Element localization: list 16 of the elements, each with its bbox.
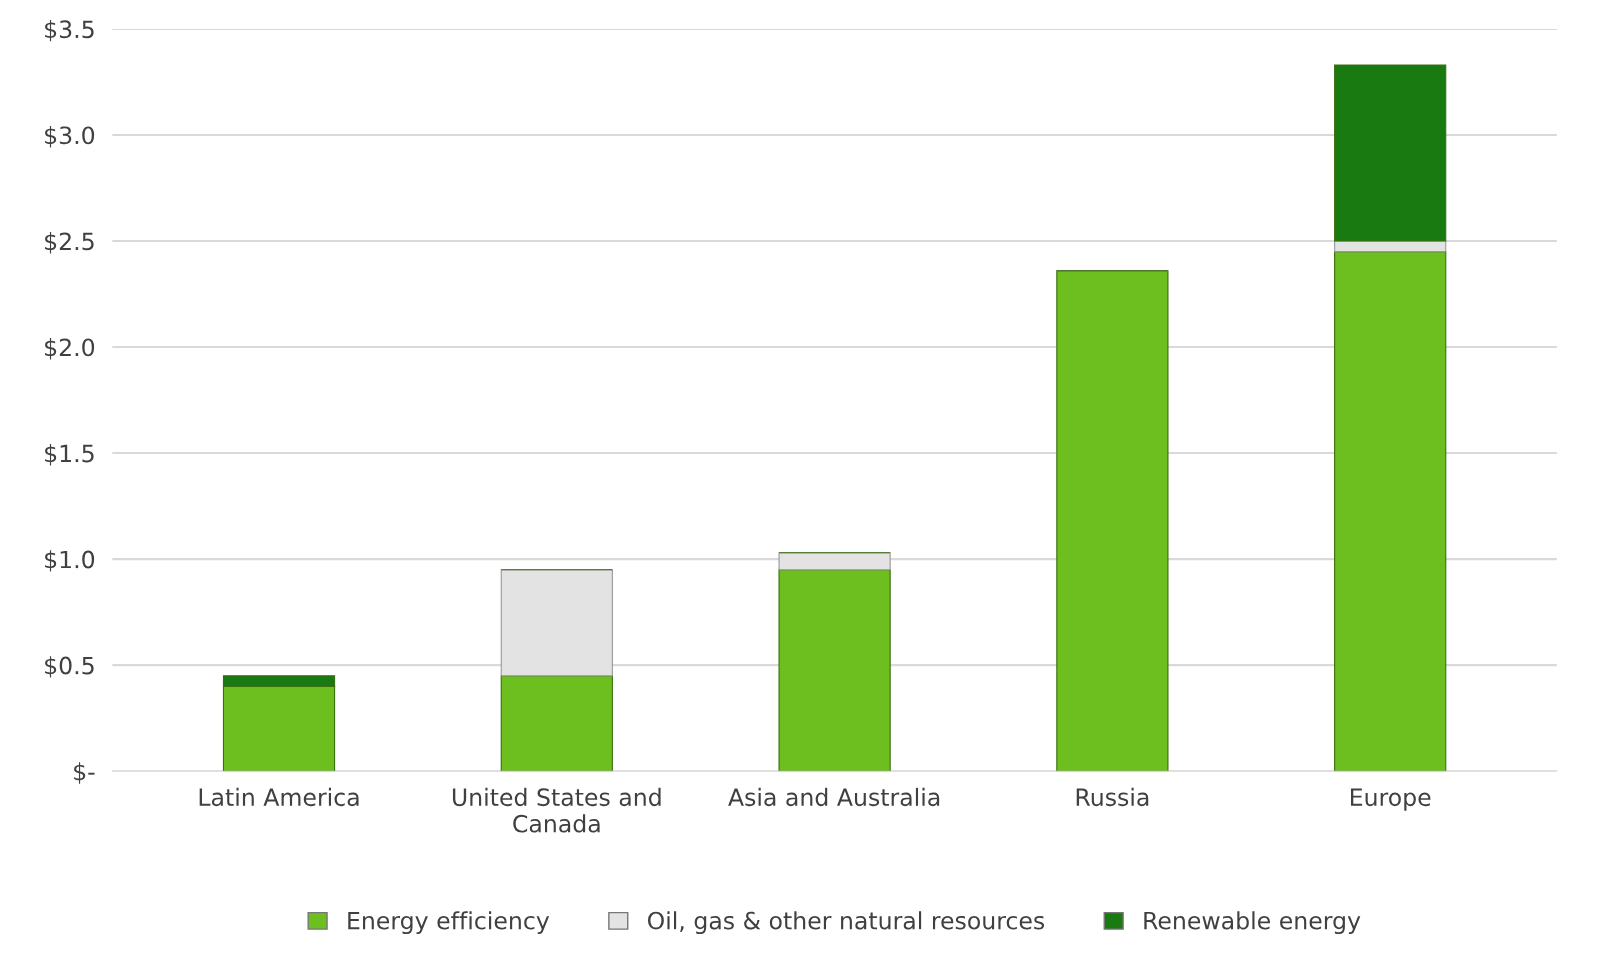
legend-label: Renewable energy <box>1144 911 1361 935</box>
x-tick-label: Latin America <box>199 787 359 807</box>
y-tick-label: $1.5 <box>45 444 94 466</box>
legend-label: Energy efficiency <box>348 911 550 935</box>
y-tick-label: $0.5 <box>45 656 94 678</box>
y-tick-label: $3.5 <box>45 19 94 42</box>
x-tick-label: Europe <box>1350 788 1431 811</box>
y-tick-label: $1.0 <box>45 550 95 572</box>
y-tick-label: $- <box>74 762 95 784</box>
legend-label: Oil, gas & other natural resources <box>647 911 1045 935</box>
x-tick-label: Russia <box>1076 787 1149 807</box>
x-tick-label: United States and Canada <box>452 787 661 833</box>
y-tick-label: $2.0 <box>45 338 95 360</box>
y-tick-label: $3.0 <box>45 125 95 148</box>
y-tick-label: $2.5 <box>45 232 94 254</box>
x-tick-label: Asia and Australia <box>728 787 940 807</box>
